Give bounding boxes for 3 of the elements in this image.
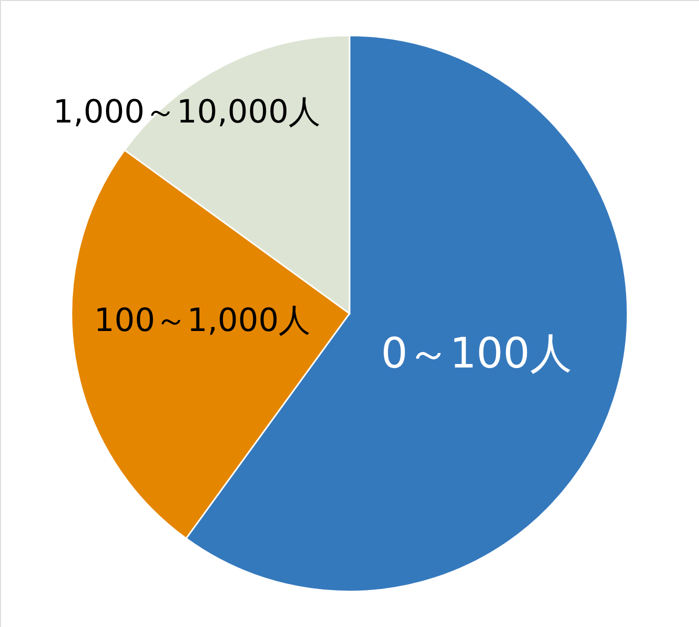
slice-label: 100～1,000人 bbox=[94, 301, 311, 340]
slice-label: 1,000～10,000人 bbox=[53, 92, 321, 131]
slice-label: 0～100人 bbox=[380, 328, 572, 378]
